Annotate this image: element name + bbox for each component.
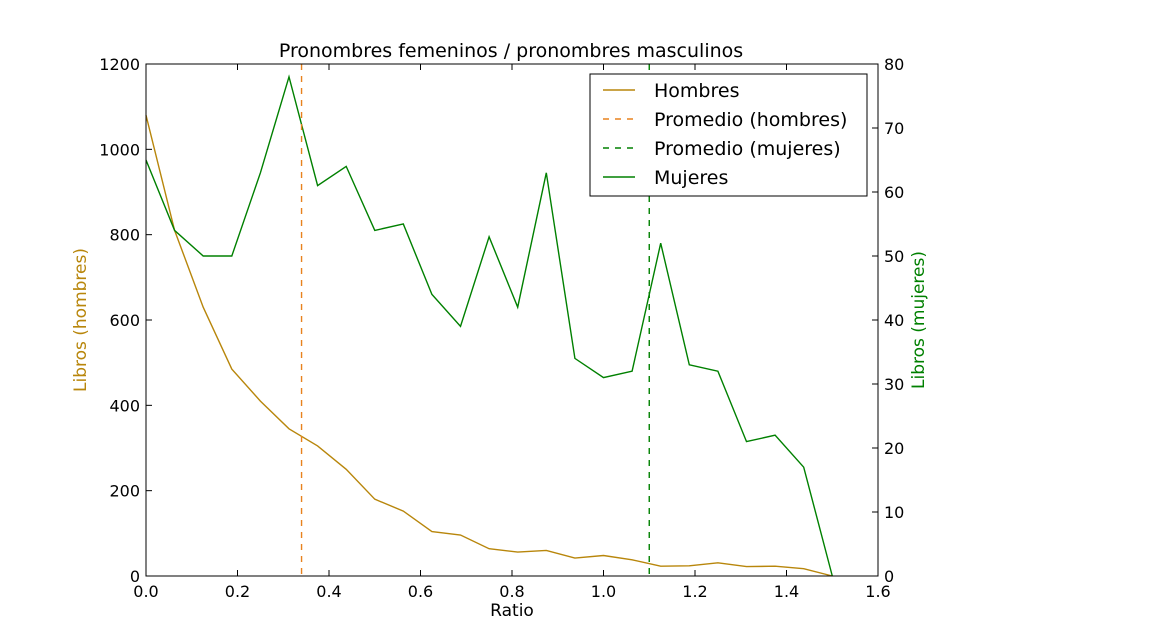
y-tick-label-right: 0: [884, 567, 894, 586]
y-tick-label-left: 0: [130, 567, 140, 586]
series-line-mujeres: [145, 74, 833, 577]
y-tick-label-left: 800: [109, 226, 140, 245]
x-tick-label: 1.2: [682, 582, 707, 601]
y-axis-label-left: Libros (hombres): [71, 248, 91, 392]
y-tick-label-right: 20: [884, 439, 904, 458]
x-tick-label: 0.0: [133, 582, 158, 601]
y-tick-label-right: 40: [884, 311, 904, 330]
y-tick-label-left: 1000: [99, 140, 140, 159]
y-tick-label-right: 50: [884, 247, 904, 266]
x-tick-label: 0.8: [499, 582, 524, 601]
y-tick-label-right: 10: [884, 503, 904, 522]
x-tick-label: 1.4: [774, 582, 799, 601]
x-axis-label: Ratio: [490, 601, 534, 621]
x-tick-label: 0.6: [408, 582, 433, 601]
chart-title: Pronombres femeninos / pronombres mascul…: [279, 40, 743, 62]
y-tick-label-right: 60: [884, 183, 904, 202]
legend: Hombres Promedio (hombres) Promedio (muj…: [589, 73, 868, 197]
legend-frame: [589, 73, 868, 197]
x-tick-label: 0.4: [316, 582, 341, 601]
ticks: [145, 63, 879, 577]
legend-label-mujeres: Mujeres: [654, 167, 728, 189]
legend-label-prom-mujeres: Promedio (mujeres): [654, 138, 841, 160]
tick-labels: 0.0 0.2 0.4 0.6 0.8 1.0 1.2 1.4 1.60200400600800…: [99, 55, 904, 601]
y-tick-label-left: 1200: [99, 55, 140, 74]
y-tick-label-left: 600: [109, 311, 140, 330]
x-tick-label: 1.0: [591, 582, 616, 601]
y-tick-label-right: 30: [884, 375, 904, 394]
y-tick-label-left: 200: [109, 482, 140, 501]
x-tick-label: 0.2: [225, 582, 250, 601]
y-tick-label-right: 80: [884, 55, 904, 74]
y-tick-label-left: 400: [109, 396, 140, 415]
series-line-hombres: [145, 115, 833, 577]
plot-lines: [145, 74, 833, 577]
legend-label-prom-hombres: Promedio (hombres): [654, 109, 847, 131]
legend-label-hombres: Hombres: [654, 80, 739, 102]
y-tick-label-right: 70: [884, 119, 904, 138]
y-axis-label-right: Libros (mujeres): [909, 251, 929, 389]
x-tick-label: 1.6: [865, 582, 890, 601]
